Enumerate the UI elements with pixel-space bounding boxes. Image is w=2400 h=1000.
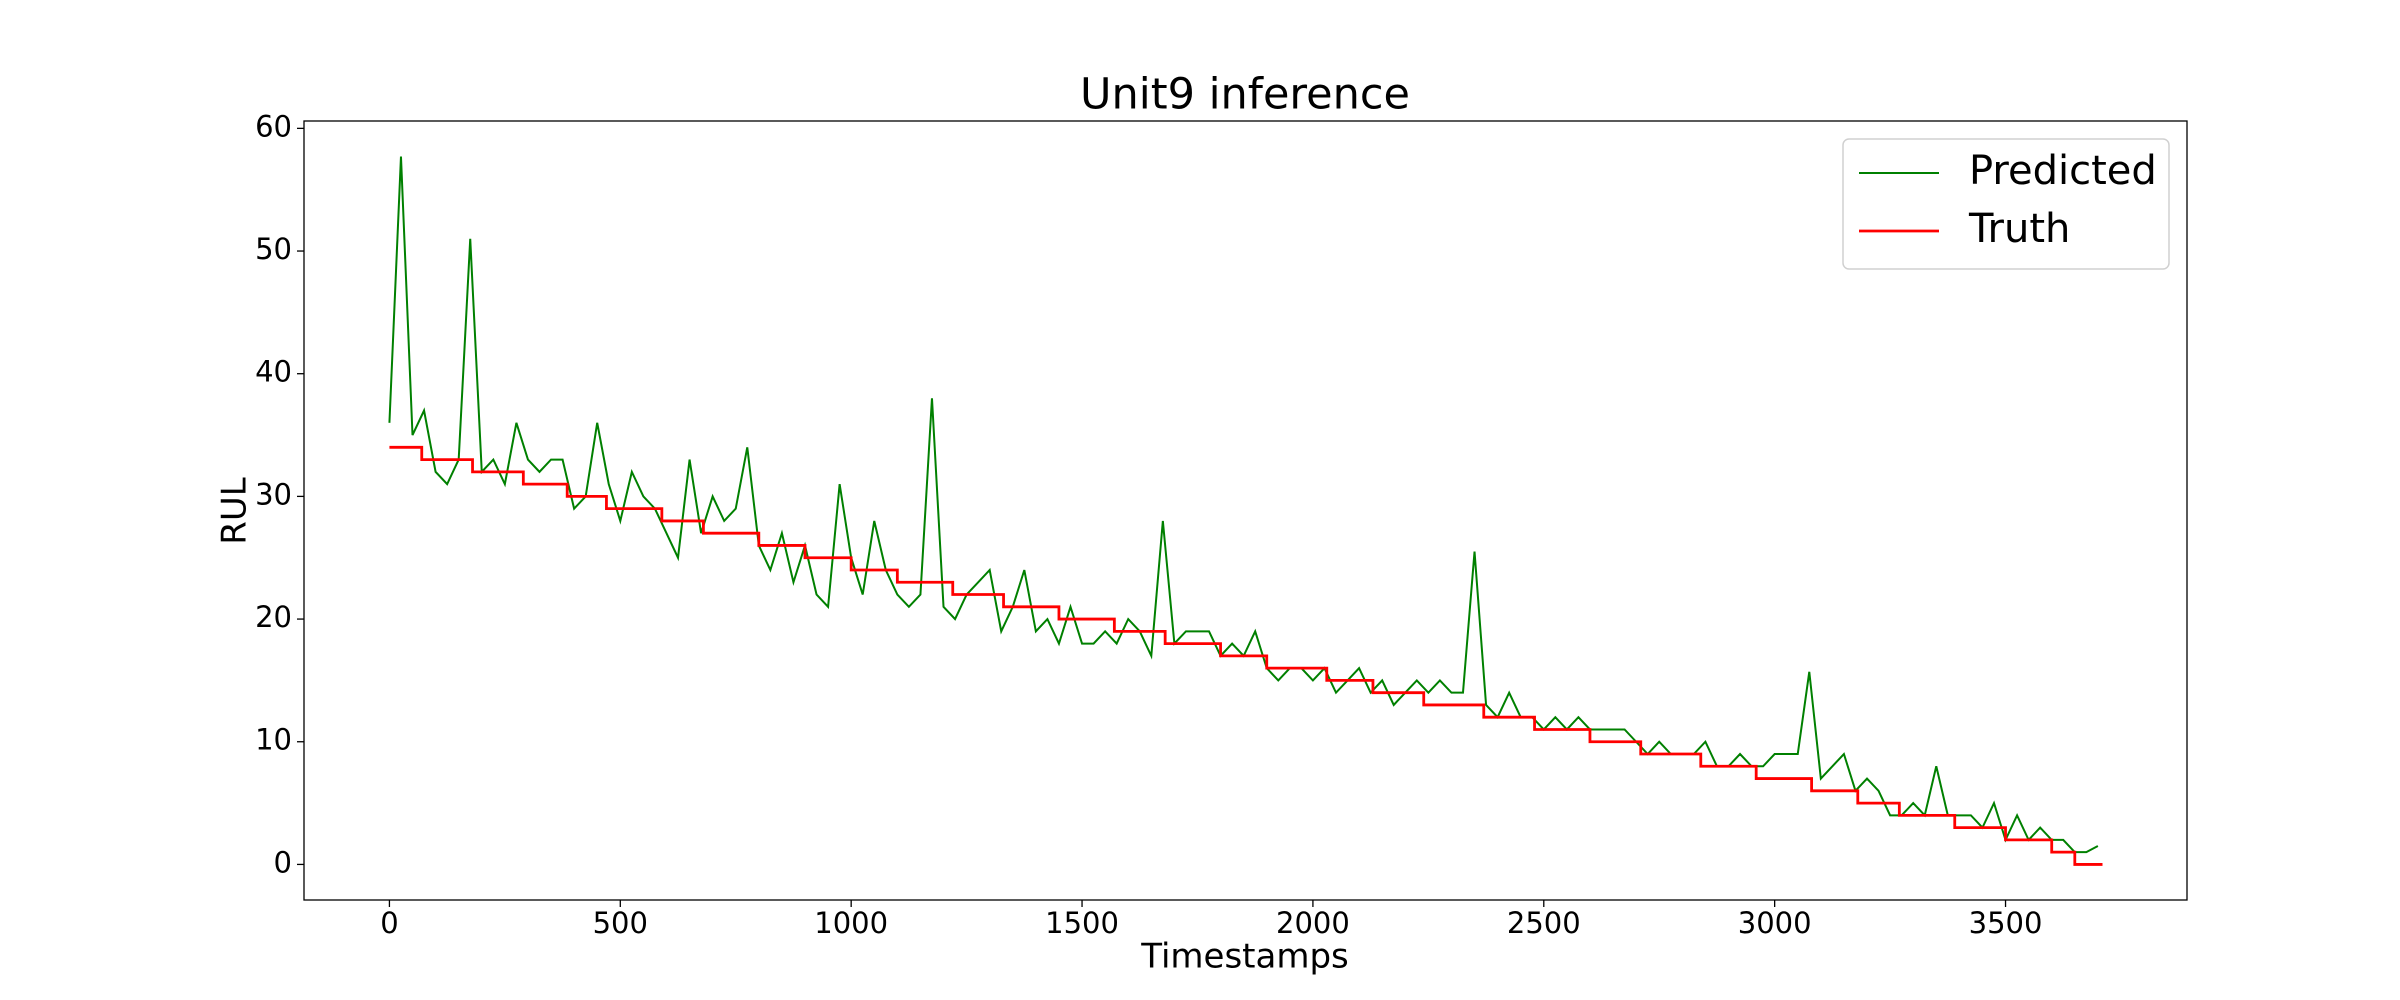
x-tick-label: 2500 [1507,906,1581,940]
y-tick-label: 50 [255,232,292,266]
y-tick-label: 0 [274,845,292,879]
plot-frame [303,120,2188,901]
x-tick-label: 3500 [1969,906,2043,940]
x-tick-label: 1500 [1045,906,1119,940]
x-tick-label: 3000 [1738,906,1812,940]
y-axis-label: RUL [215,477,255,545]
y-tick-label: 30 [255,477,292,511]
x-tick-label: 1000 [814,906,888,940]
legend: Predicted Truth [1842,138,2170,270]
x-axis-label: Timestamps [1140,937,1349,977]
series-line [389,445,2103,866]
chart-title: Unit9 inference [1080,70,1410,120]
x-tick-label: 500 [593,906,648,940]
y-tick-label: 60 [255,109,292,143]
legend-box [1842,138,2170,270]
y-tick-label: 40 [255,355,292,389]
y-tick-label: 20 [255,600,292,634]
x-tick-label: 0 [380,906,398,940]
series-line [388,156,2099,854]
x-tick-label: 2000 [1276,906,1350,940]
legend-label: Truth [1968,206,2070,252]
y-tick-label: 10 [255,723,292,757]
legend-label: Predicted [1969,148,2157,194]
